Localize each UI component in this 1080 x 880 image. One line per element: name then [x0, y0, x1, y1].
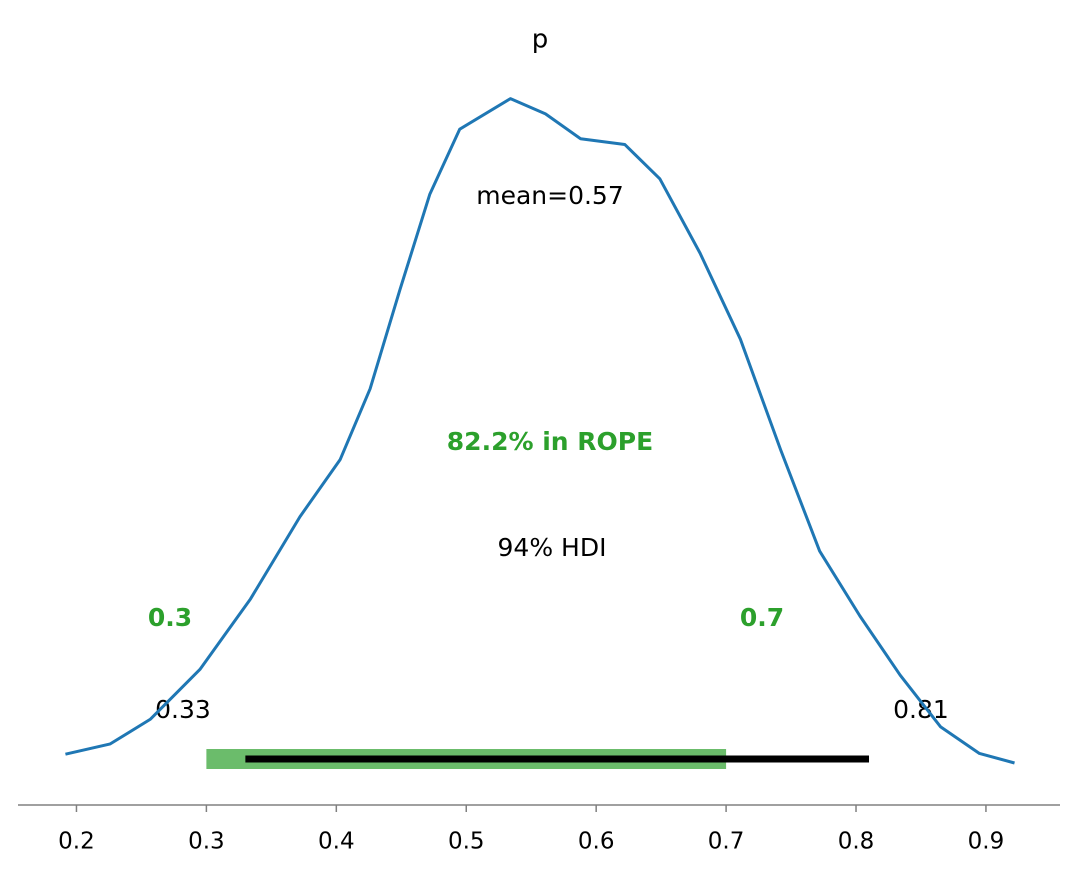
rope-label: 82.2% in ROPE [447, 427, 653, 456]
x-tick-label: 0.3 [188, 829, 225, 855]
hdi-label: 94% HDI [498, 533, 607, 562]
density-line [65, 97, 1015, 765]
hdi-low-label: 0.33 [155, 695, 211, 724]
rope-low-label: 0.3 [148, 603, 192, 632]
chart-title: p [532, 25, 549, 55]
x-tick-label: 0.6 [578, 829, 615, 855]
x-tick-label: 0.8 [838, 829, 875, 855]
x-tick-label: 0.9 [968, 829, 1005, 855]
x-tick-label: 0.7 [708, 829, 745, 855]
rope-high-label: 0.7 [740, 603, 784, 632]
x-tick-label: 0.4 [318, 829, 355, 855]
x-tick-label: 0.2 [58, 829, 95, 855]
x-tick-label: 0.5 [448, 829, 485, 855]
hdi-high-label: 0.81 [893, 695, 949, 724]
mean-label: mean=0.57 [476, 181, 624, 210]
